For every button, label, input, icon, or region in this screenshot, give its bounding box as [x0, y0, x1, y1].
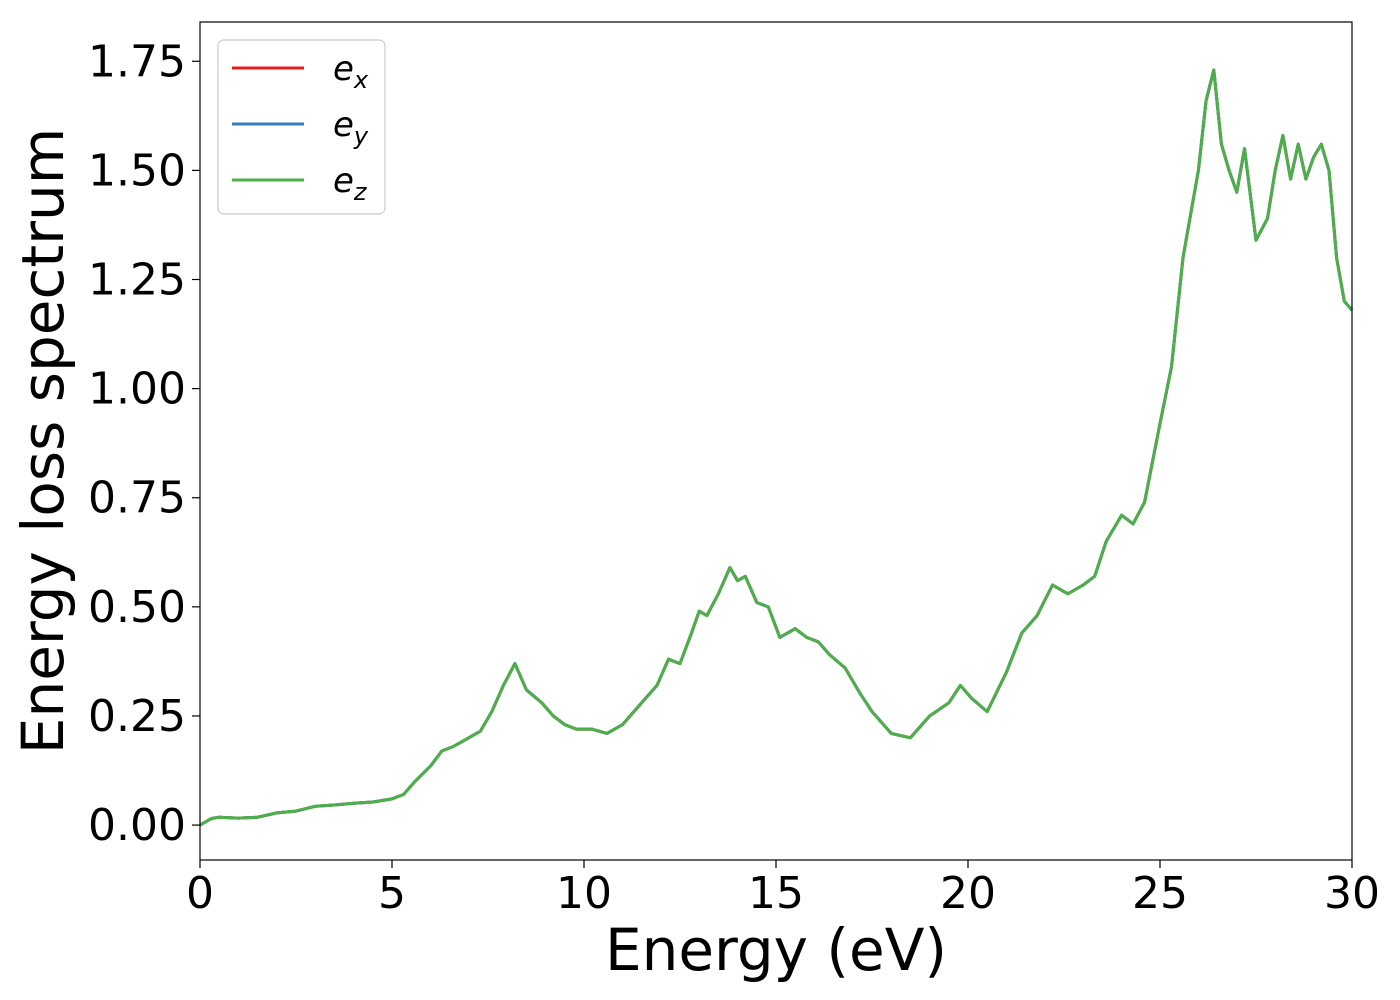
x-tick-label: 15 — [748, 868, 804, 919]
y-tick-label: 1.75 — [88, 36, 186, 87]
x-tick-label: 30 — [1324, 868, 1380, 919]
x-tick-label: 0 — [186, 868, 214, 919]
y-axis-label: Energy loss spectrum — [9, 128, 77, 754]
series-line-z — [199, 68, 1354, 827]
y-tick-label: 0.50 — [88, 582, 186, 633]
y-tick-label: 0.25 — [88, 691, 186, 742]
ticks-layer: 0 5 10 15 20 25 30 0.00 0.25 0.50 0.75 1.00 1.25 1.50… — [88, 36, 1380, 919]
legend-box — [217, 39, 386, 215]
y-tick-label: 1.00 — [88, 364, 186, 415]
x-tick-label: 25 — [1132, 868, 1188, 919]
x-axis-label: Energy (eV) — [605, 916, 947, 984]
y-tick-label: 1.50 — [88, 145, 186, 196]
series-layer — [199, 68, 1354, 827]
y-tick-label: 0.00 — [88, 800, 186, 851]
y-tick-label: 0.75 — [88, 473, 186, 524]
x-tick-label: 5 — [378, 868, 406, 919]
legend-label-x: ex — [333, 49, 369, 94]
legend-label-y: ey — [333, 105, 369, 150]
x-tick-label: 20 — [940, 868, 996, 919]
y-tick-label: 1.25 — [88, 255, 186, 306]
x-tick-label: 10 — [556, 868, 612, 919]
legend-label-z: ez — [333, 161, 368, 206]
legend: ex ey ez — [217, 39, 386, 215]
